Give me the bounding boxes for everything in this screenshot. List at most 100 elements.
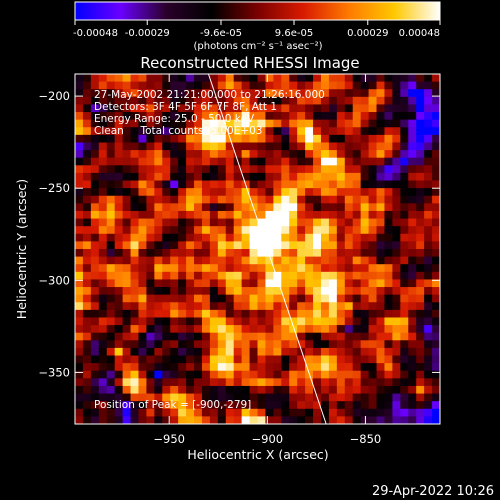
heatmap-cell (201, 378, 211, 387)
heatmap-cell (336, 180, 346, 189)
heatmap-cell (360, 287, 370, 296)
heatmap-cell (186, 127, 195, 136)
heatmap-cell (90, 180, 100, 189)
heatmap-cell (297, 127, 306, 136)
heatmap-cell (225, 370, 235, 379)
heatmap-cell (106, 157, 116, 166)
heatmap-cell (130, 210, 140, 220)
heatmap-cell (249, 157, 259, 166)
heatmap-cell (209, 157, 219, 166)
heatmap-cell (424, 256, 433, 265)
heatmap-cell (130, 309, 140, 319)
heatmap-cell (360, 347, 370, 357)
heatmap-cell (146, 370, 155, 379)
heatmap-cell (297, 74, 306, 83)
x-tick-label: −900 (252, 432, 284, 446)
heatmap-cell (376, 188, 386, 197)
heatmap-cell (75, 317, 84, 326)
heatmap-cell (98, 294, 108, 303)
heatmap-cell (98, 249, 108, 258)
heatmap-cell (249, 74, 259, 83)
heatmap-cell (273, 378, 282, 387)
heatmap-cell (225, 256, 235, 265)
heatmap-cell (328, 287, 338, 296)
heatmap-cell (384, 340, 393, 349)
heatmap-cell (186, 393, 195, 402)
heatmap-cell (416, 363, 425, 372)
heatmap-cell (170, 287, 179, 296)
heatmap-cell (281, 241, 290, 250)
heatmap-cell (336, 256, 346, 265)
heatmap-cell (138, 157, 148, 166)
heatmap-cell (114, 340, 124, 349)
heatmap-cell (162, 416, 171, 424)
heatmap-cell (217, 385, 227, 395)
chart-title: Reconstructed RHESSI Image (140, 54, 359, 72)
heatmap-cell (432, 325, 440, 334)
heatmap-cell (320, 180, 330, 189)
heatmap-cell (273, 233, 282, 242)
heatmap-cell (209, 89, 219, 98)
heatmap-cell (82, 302, 92, 311)
heatmap-cell (241, 150, 251, 159)
heatmap-cell (106, 104, 116, 113)
heatmap-cell (75, 203, 84, 212)
heatmap-cell (281, 127, 290, 136)
heatmap-cell (408, 309, 417, 319)
heatmap-cell (75, 188, 84, 197)
heatmap-cell (289, 233, 298, 242)
heatmap-cell (360, 81, 370, 90)
heatmap-cell (186, 385, 195, 395)
heatmap-cell (344, 142, 354, 151)
heatmap-cell (170, 142, 179, 151)
heatmap-cell (82, 294, 92, 303)
heatmap-cell (281, 180, 290, 189)
heatmap-cell (170, 309, 179, 319)
heatmap-cell (106, 370, 116, 379)
heatmap-cell (138, 256, 148, 265)
heatmap-cell (170, 89, 179, 98)
heatmap-cell (424, 317, 433, 326)
heatmap-cell (424, 203, 433, 212)
heatmap-cell (265, 210, 274, 220)
heatmap-cell (400, 363, 409, 372)
heatmap-cell (233, 241, 243, 250)
heatmap-cell (289, 271, 298, 281)
heatmap-cell (82, 127, 92, 136)
heatmap-cell (98, 287, 108, 296)
heatmap-cell (233, 249, 243, 258)
heatmap-cell (257, 271, 267, 281)
heatmap-cell (313, 195, 322, 204)
heatmap-cell (154, 226, 163, 235)
heatmap-cell (106, 408, 116, 417)
heatmap-cell (194, 302, 203, 311)
heatmap-cell (376, 142, 386, 151)
heatmap-cell (138, 294, 148, 303)
heatmap-cell (328, 370, 338, 379)
heatmap-cell (392, 294, 401, 303)
heatmap-cell (225, 355, 235, 364)
heatmap-cell (432, 317, 440, 326)
heatmap-cell (376, 347, 386, 357)
heatmap-cell (90, 127, 100, 136)
heatmap-cell (344, 340, 354, 349)
heatmap-cell (194, 210, 203, 220)
heatmap-cell (352, 347, 362, 357)
heatmap-cell (305, 134, 314, 144)
heatmap-cell (122, 378, 132, 387)
heatmap-cell (249, 127, 259, 136)
heatmap-cell (344, 180, 354, 189)
heatmap-cell (122, 119, 132, 128)
heatmap-cell (186, 332, 195, 341)
heatmap-cell (217, 96, 227, 106)
heatmap-cell (106, 378, 116, 387)
heatmap-cell (305, 233, 314, 242)
heatmap-cell (162, 157, 171, 166)
colorbar-gradient (74, 1, 441, 21)
heatmap-cell (130, 264, 140, 273)
heatmap-cell (289, 172, 298, 182)
heatmap-cell (82, 74, 92, 83)
heatmap-cell (154, 104, 163, 113)
heatmap-cell (289, 408, 298, 417)
heatmap-cell (162, 393, 171, 402)
